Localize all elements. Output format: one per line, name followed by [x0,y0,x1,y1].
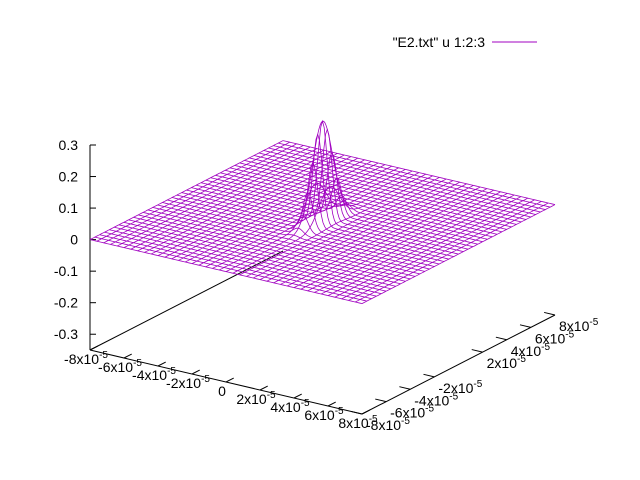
mesh-line-x-32 [307,191,501,292]
y-axis-line [361,314,556,415]
x-tick-label-6: 4x10-5 [270,398,310,415]
mesh-line-x-31 [300,189,494,290]
z-tick-label-6: -0.3 [54,326,78,342]
mesh-line-x-15 [191,164,386,264]
mesh-line-x-30 [293,188,488,288]
y-tick-label-3: -2x10-5 [438,379,482,396]
x-tick-1 [123,353,132,359]
x-tick-label-4: 0 [218,383,226,399]
x-tick-5 [259,385,268,391]
z-tick-label-5: -0.2 [54,295,78,311]
y-tick-label-2: -4x10-5 [414,391,458,408]
mesh-line-x-7 [137,151,331,252]
y-tick-label-1: -6x10-5 [390,404,434,421]
mesh-line-x-37 [341,199,535,300]
mesh-line-x-16 [198,165,392,266]
mesh-line-x-27 [273,183,467,284]
x-tick-0 [89,345,98,351]
z-tick-label-1: 0.2 [59,169,79,185]
mesh-line-x-22 [239,175,433,276]
mesh-line-x-17 [205,167,399,268]
z-tick-label-4: -0.1 [54,263,78,279]
mesh-line-x-33 [314,193,508,293]
x-tick-label-3: -2x10-5 [166,374,210,391]
mesh-line-x-25 [259,180,454,280]
base-back-edge [89,250,284,351]
z-tick-label-3: 0 [70,232,78,248]
mesh-line-x-8 [144,153,338,253]
mesh-line-x-12 [171,159,365,260]
mesh-line-x-40 [361,204,556,304]
mesh-line-x-24 [253,178,447,279]
mesh-line-x-11 [164,157,358,258]
x-tick-2 [157,361,166,367]
y-tick-6 [519,324,531,328]
mesh-line-x-0 [89,140,284,240]
y-tick-label-5: 4x10-5 [511,342,551,359]
y-tick-7 [544,311,556,316]
mesh-line-x-29 [287,186,481,287]
x-tick-label-7: 6x10-5 [304,406,344,423]
mesh-line-x-10 [157,156,352,256]
y-tick-1 [375,398,387,403]
x-tick-label-5: 2x10-5 [236,390,276,407]
y-tick-3 [423,373,435,378]
x-tick-8 [361,409,370,415]
surface-series [89,119,556,304]
x-tick-3 [191,369,200,375]
mesh-line-x-39 [355,202,549,303]
z-tick-label-2: 0.1 [59,200,79,216]
x-tick-label-1: -6x10-5 [98,358,142,375]
mesh-line-x-4 [117,146,311,247]
mesh-line-x-26 [266,181,460,282]
x-tick-7 [327,401,336,407]
z-tick-label-0: 0.3 [59,137,79,153]
mesh-line-x-6 [130,149,324,250]
y-tick-4 [471,349,483,353]
mesh-line-x-9 [151,154,345,255]
mesh-line-x-2 [103,143,297,244]
mesh-line-x-18 [212,169,406,269]
mesh-line-x-28 [280,185,474,285]
mesh-line-x-36 [334,197,528,298]
y-tick-0 [351,410,363,415]
mesh-line-x-19 [219,170,413,271]
x-tick-label-0: -8x10-5 [64,350,108,367]
x-tick-4 [225,377,234,383]
legend-label: "E2.txt" u 1:2:3 [393,34,486,50]
y-tick-5 [495,336,507,341]
y-tick-2 [399,386,411,390]
mesh-line-x-14 [185,162,379,263]
y-tick-label-6: 6x10-5 [535,329,575,346]
mesh-line-x-23 [246,177,440,277]
y-tick-label-0: -8x10-5 [366,416,410,433]
mesh-line-x-1 [96,141,290,242]
mesh-line-x-35 [327,196,522,296]
mesh-line-x-5 [123,148,318,248]
mesh-line-x-38 [348,201,542,301]
mesh-line-x-20 [225,120,420,272]
mesh-line-x-21 [232,173,426,274]
y-tick-label-7: 8x10-5 [559,317,599,334]
x-tick-label-8: 8x10-5 [338,414,378,431]
x-tick-6 [293,393,302,399]
y-tick-label-4: 2x10-5 [487,354,527,371]
mesh-line-x-13 [178,161,372,261]
mesh-line-x-3 [110,145,304,245]
mesh-line-x-34 [321,194,515,295]
x-tick-label-2: -4x10-5 [132,366,176,383]
